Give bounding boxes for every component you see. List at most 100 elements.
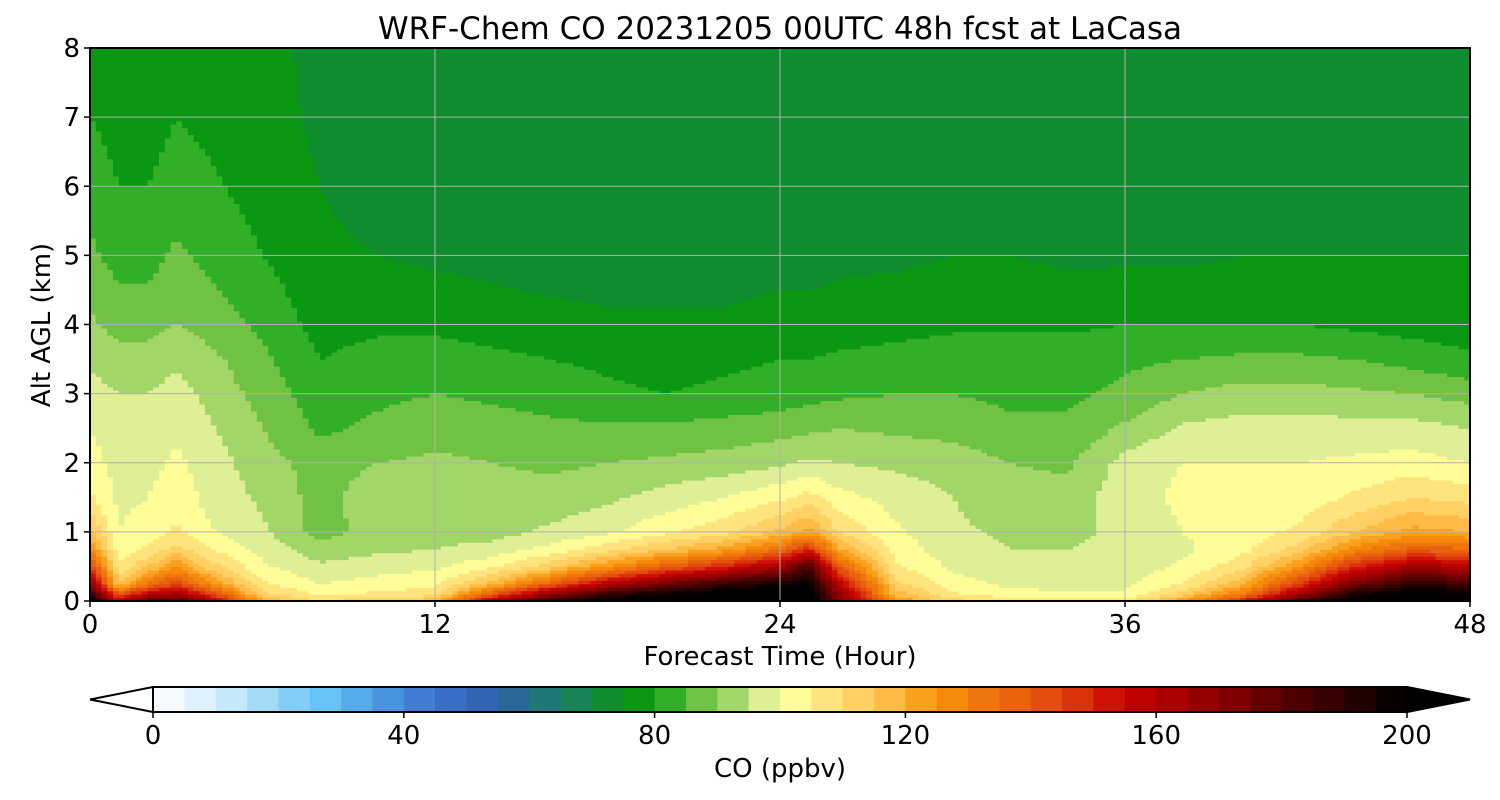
heatmap-cell (1424, 369, 1470, 374)
heatmap-cell (222, 175, 321, 180)
heatmap-cell (216, 549, 252, 554)
heatmap-cell (107, 462, 166, 467)
heatmap-cell (1337, 497, 1408, 502)
heatmap-cell (1297, 576, 1310, 581)
heatmap-cell (1418, 417, 1470, 422)
colorbar-segment (1156, 687, 1189, 712)
heatmap-cell (90, 466, 108, 471)
heatmap-cell (647, 386, 683, 391)
heatmap-cell (463, 580, 488, 585)
heatmap-cell (843, 562, 856, 568)
heatmap-cell (262, 421, 310, 426)
heatmap-cell (297, 96, 1470, 101)
heatmap-cell (716, 583, 758, 588)
heatmap-cell (95, 531, 103, 536)
heatmap-cell (118, 511, 131, 516)
heatmap-cell (343, 504, 603, 509)
heatmap-cell (923, 573, 965, 578)
heatmap-cell (452, 590, 459, 595)
heatmap-cell (826, 545, 833, 550)
heatmap-cell (613, 566, 637, 571)
heatmap-cell (584, 552, 620, 557)
heatmap-cell (860, 583, 867, 588)
heatmap-cell (757, 486, 844, 491)
heatmap-cell (929, 597, 965, 601)
heatmap-cell (1332, 583, 1339, 588)
heatmap-cell (245, 486, 298, 491)
colorbar-segment (247, 687, 279, 712)
heatmap-cell (251, 327, 304, 333)
heatmap-cell (889, 562, 902, 568)
heatmap-cell (538, 562, 568, 568)
heatmap-cell (216, 172, 315, 177)
heatmap-cell (90, 117, 304, 122)
heatmap-cell (1090, 327, 1350, 333)
heatmap-cell (1251, 590, 1264, 595)
heatmap-cell (883, 542, 919, 547)
heatmap-cell (1360, 486, 1470, 491)
heatmap-cell (837, 542, 850, 547)
heatmap-cell (1309, 559, 1322, 564)
heatmap-cell (872, 531, 908, 536)
heatmap-cell (297, 103, 1470, 108)
heatmap-cell (90, 334, 114, 339)
heatmap-cell (1079, 455, 1120, 460)
heatmap-cell (90, 469, 108, 474)
heatmap-cell (1027, 258, 1218, 263)
heatmap-cell (90, 213, 246, 218)
heatmap-cell (550, 521, 637, 526)
heatmap-cell (95, 314, 241, 319)
colorbar-segment (215, 687, 248, 712)
heatmap-cell (297, 79, 1470, 84)
heatmap-cell (751, 442, 959, 447)
heatmap-cell (256, 331, 310, 336)
heatmap-cell (147, 542, 206, 547)
heatmap-cell (90, 362, 229, 367)
heatmap-cell (222, 587, 235, 592)
heatmap-cell (1148, 573, 1195, 578)
heatmap-cell (981, 528, 1097, 533)
heatmap-cell (279, 583, 436, 588)
heatmap-cell (463, 559, 517, 564)
heatmap-cell (95, 535, 108, 540)
heatmap-cell (107, 473, 160, 478)
heatmap-cell (90, 538, 103, 543)
colorbar-tick-label: 0 (145, 721, 162, 751)
heatmap-cell (1383, 566, 1402, 571)
heatmap-cell (302, 507, 344, 512)
heatmap-cell (682, 386, 1103, 391)
heatmap-cell (153, 165, 218, 170)
heatmap-cell (1349, 490, 1470, 495)
heatmap-cell (1188, 597, 1207, 601)
heatmap-cell (113, 493, 149, 498)
heatmap-cell (314, 172, 1470, 177)
heatmap-cell (182, 448, 229, 453)
heatmap-cell (107, 594, 114, 599)
heatmap-cell (676, 452, 988, 457)
heatmap-cell (849, 597, 856, 601)
heatmap-cell (469, 569, 499, 574)
heatmap-cell (90, 445, 103, 450)
heatmap-cell (90, 587, 97, 592)
colorbar-segment (936, 687, 969, 712)
heatmap-cell (647, 569, 666, 574)
heatmap-cell (90, 210, 241, 215)
heatmap-cell (826, 556, 833, 561)
heatmap-cell (187, 251, 264, 256)
heatmap-cell (797, 583, 810, 588)
heatmap-cell (1263, 597, 1276, 601)
heatmap-cell (308, 331, 954, 336)
heatmap-cell (1056, 265, 1109, 270)
heatmap-cell (182, 545, 212, 550)
heatmap-cell (1337, 569, 1350, 574)
heatmap-cell (1286, 573, 1299, 578)
heatmap-cell (1309, 545, 1333, 550)
heatmap-cell (1142, 442, 1470, 447)
heatmap-cell (538, 524, 632, 530)
heatmap-cell (268, 521, 304, 526)
heatmap-cell (245, 217, 338, 222)
heatmap-cell (826, 576, 833, 581)
heatmap-cell (343, 490, 643, 495)
heatmap-cell (561, 538, 620, 543)
heatmap-cell (325, 196, 1470, 201)
